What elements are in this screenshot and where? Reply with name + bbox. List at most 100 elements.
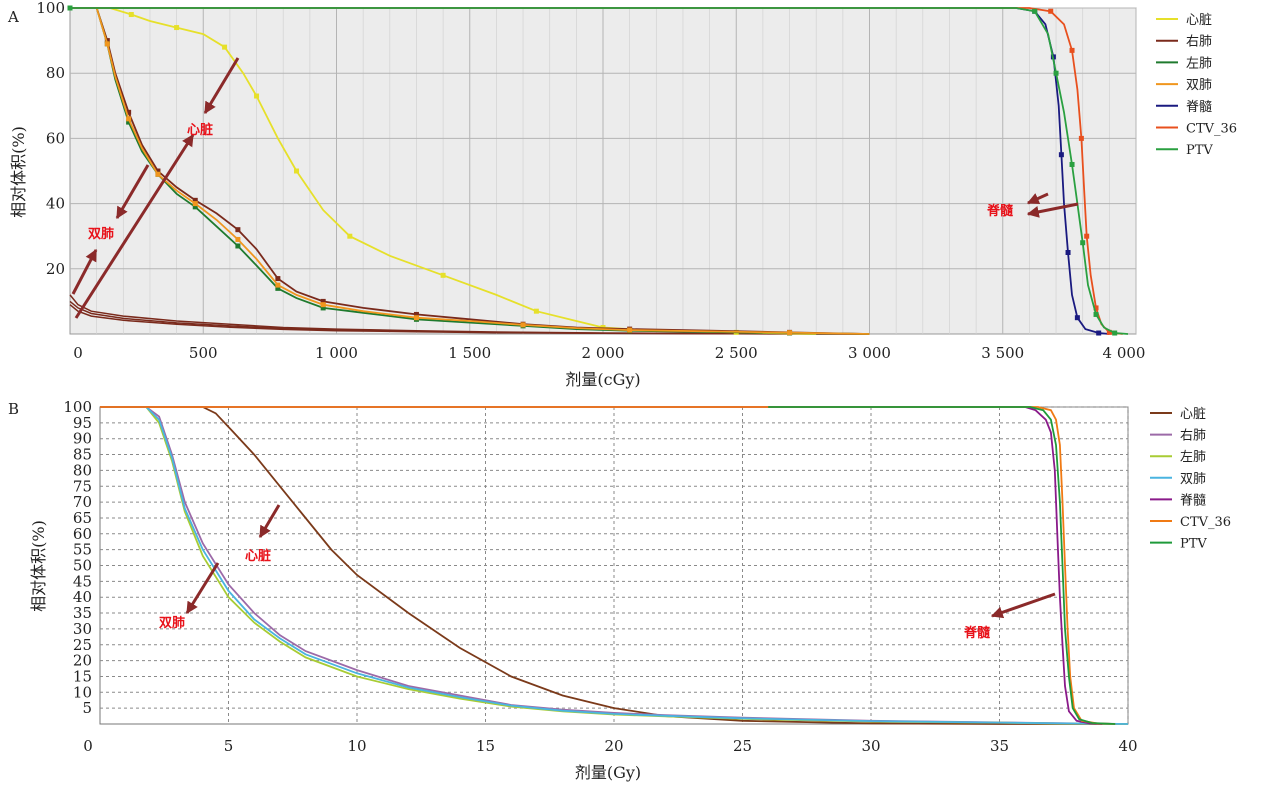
panel-a-x-ticks: 0 500 1 000 1 500 2 000 2 500 3 000 3 500 4 000 (73, 344, 1145, 362)
series-marker (440, 272, 446, 278)
panel-a-label: A (7, 8, 19, 26)
x-tick-label: 1 500 (448, 344, 491, 362)
series-marker (1069, 161, 1075, 167)
arrow-heart-a-1 (203, 57, 240, 115)
legend-label: CTV_36 (1186, 122, 1237, 137)
series-marker (1069, 47, 1075, 53)
y-tick-label: 60 (73, 525, 92, 543)
series-marker (126, 109, 132, 115)
series-marker (413, 311, 419, 317)
series-marker (235, 243, 241, 249)
arrow-lungs-a-2 (71, 248, 98, 295)
series-marker (1080, 240, 1086, 246)
series-marker (104, 38, 110, 44)
series-marker (275, 285, 281, 291)
x-tick-label: 2 000 (582, 344, 625, 362)
series-marker (1096, 330, 1102, 336)
y-tick-label: 40 (46, 195, 65, 213)
panel-b-curves (100, 406, 1129, 725)
series-marker (67, 5, 73, 11)
y-tick-label: 65 (73, 509, 92, 527)
arrow-lungs-a-1 (115, 164, 150, 220)
legend-label: 心脏 (1186, 13, 1212, 28)
series-line-0 (70, 7, 817, 335)
y-tick-label: 80 (73, 461, 92, 479)
series-line-2 (70, 7, 870, 335)
legend-label: 右肺 (1180, 429, 1206, 444)
y-tick-label: 100 (36, 0, 65, 17)
legend-label: 心脏 (1180, 407, 1206, 422)
legend-label: 双肺 (1186, 78, 1212, 93)
x-tick-label: 0 (83, 737, 93, 755)
series-marker (235, 227, 241, 233)
series-marker (320, 298, 326, 304)
panel-b-label: B (8, 400, 19, 418)
series-marker (192, 201, 198, 207)
y-tick-label: 20 (73, 652, 92, 670)
y-tick-label: 70 (73, 493, 92, 511)
y-tick-label: 90 (73, 430, 92, 448)
series-marker (126, 116, 132, 122)
series-marker (235, 236, 241, 242)
series-marker (128, 12, 134, 18)
series-marker (1058, 152, 1064, 158)
legend-label: 左肺 (1180, 450, 1206, 465)
series-marker (520, 322, 526, 328)
legend-label: PTV (1180, 537, 1207, 552)
x-tick-label: 0 (73, 344, 83, 362)
legend-label: 脊髓 (1180, 493, 1206, 508)
annotation-lungs-a: 双肺 (88, 226, 114, 242)
arrow-heart-a-2 (74, 133, 195, 319)
y-tick-label: 5 (82, 699, 92, 717)
series-marker (174, 25, 180, 31)
panel-b-y-axis-label: 相对体积(%) (29, 520, 48, 612)
panel-a-grid (70, 7, 1137, 334)
arrow-lungs-b (185, 562, 220, 615)
x-tick-label: 3 000 (848, 344, 891, 362)
annotation-cord-b: 脊髓 (963, 625, 991, 641)
series-marker (1106, 329, 1112, 335)
y-tick-label: 100 (63, 398, 92, 416)
series-marker (104, 41, 110, 47)
series-marker (1093, 311, 1099, 317)
y-tick-label: 55 (73, 541, 92, 559)
x-tick-label: 30 (861, 737, 880, 755)
series-line-6 (70, 7, 1129, 335)
x-tick-label: 4 000 (1103, 344, 1146, 362)
y-tick-label: 35 (73, 604, 92, 622)
series-marker (155, 171, 161, 177)
arrow-cord-a-1 (1026, 192, 1049, 205)
y-tick-label: 30 (73, 620, 92, 638)
series-marker (192, 204, 198, 210)
x-tick-label: 15 (476, 737, 495, 755)
series-marker (294, 168, 300, 174)
panel-a-x-axis-label: 剂量(cGy) (565, 370, 640, 389)
series-marker (275, 276, 281, 282)
low-dose-curve (69, 304, 870, 335)
x-tick-label: 35 (990, 737, 1009, 755)
annotation-cord-a: 脊髓 (986, 203, 1014, 219)
y-tick-label: 85 (73, 446, 92, 464)
series-marker (192, 197, 198, 203)
x-tick-label: 20 (604, 737, 623, 755)
x-tick-label: 25 (733, 737, 752, 755)
series-marker (787, 330, 793, 336)
series-marker (1065, 250, 1071, 255)
series-marker (1053, 70, 1059, 76)
series-marker (222, 44, 228, 50)
y-tick-label: 20 (46, 260, 65, 278)
series-marker (320, 305, 326, 311)
arrow-cord-b (990, 592, 1056, 619)
series-marker (275, 282, 281, 288)
panel-b-x-axis-label: 剂量(Gy) (575, 763, 641, 782)
annotation-lungs-b: 双肺 (159, 615, 185, 631)
legend-label: CTV_36 (1180, 515, 1231, 530)
panel-a-y-axis-label: 相对体积(%) (9, 126, 28, 218)
series-marker (627, 327, 633, 333)
annotation-heart-a: 心脏 (187, 122, 213, 138)
series-line-3 (100, 406, 1129, 725)
y-tick-label: 60 (46, 129, 65, 147)
series-marker (254, 93, 260, 99)
series-marker (413, 315, 419, 321)
